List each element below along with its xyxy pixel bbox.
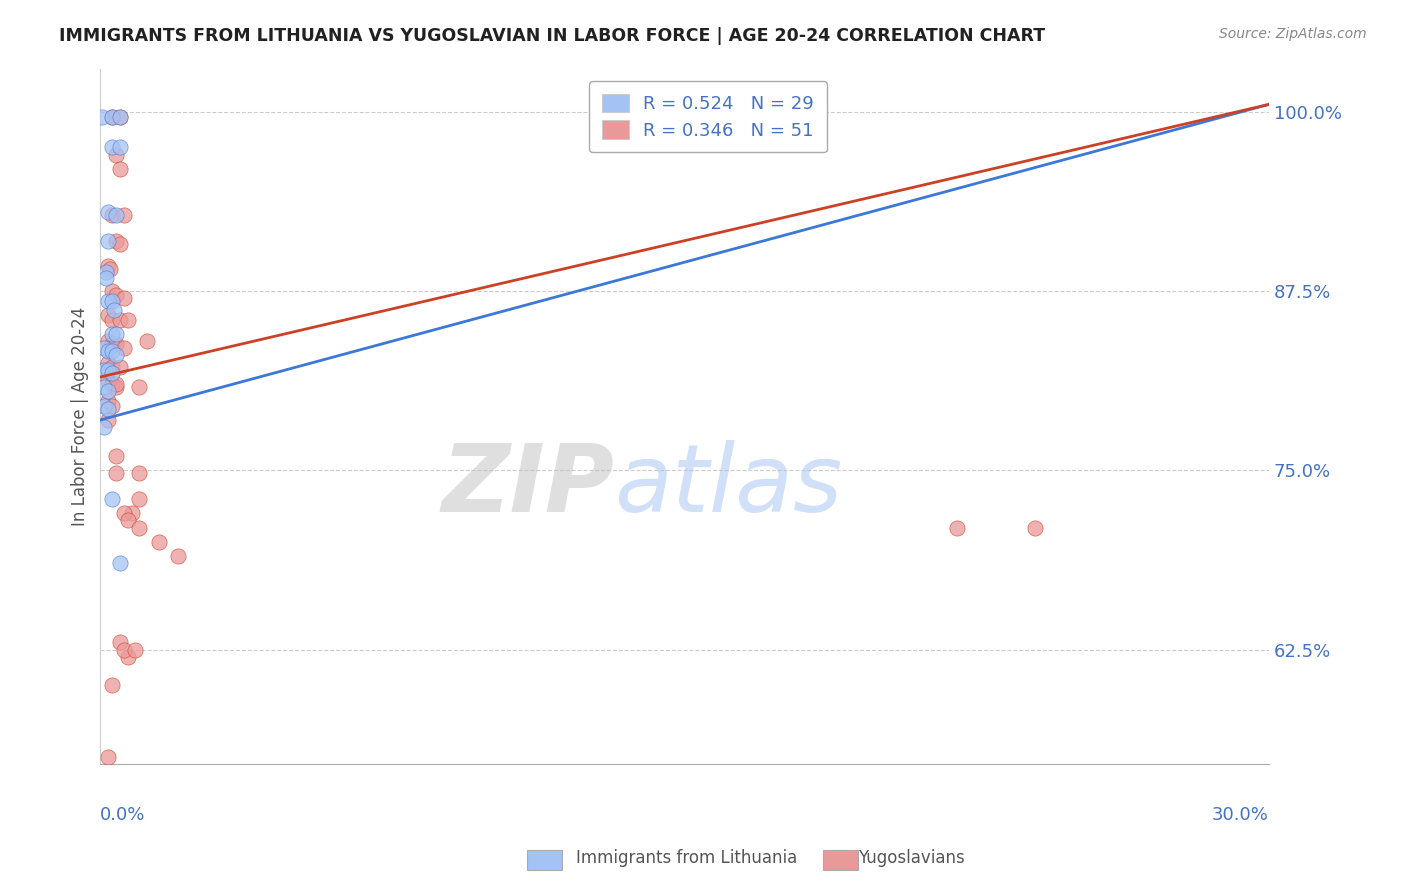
Point	[104, 348, 127, 362]
Point	[104, 466, 127, 480]
Text: Source: ZipAtlas.com: Source: ZipAtlas.com	[1219, 27, 1367, 41]
Y-axis label: In Labor Force | Age 20-24: In Labor Force | Age 20-24	[72, 307, 89, 526]
Point	[108, 635, 131, 649]
Point	[97, 344, 120, 359]
Point	[97, 413, 120, 427]
Point	[104, 449, 127, 463]
Text: 0.0%: 0.0%	[100, 806, 146, 824]
Point	[97, 293, 120, 308]
Point	[167, 549, 190, 564]
Point	[98, 262, 121, 277]
Point	[1024, 520, 1046, 534]
Point	[101, 337, 124, 351]
Point	[101, 110, 124, 124]
Point	[97, 356, 120, 370]
Point	[93, 380, 115, 394]
Point	[93, 399, 115, 413]
Point	[101, 284, 124, 298]
Point	[93, 363, 115, 377]
Point	[101, 110, 124, 124]
Point	[101, 344, 124, 359]
Point	[97, 234, 120, 248]
Point	[97, 401, 120, 416]
Point	[108, 110, 131, 124]
Point	[128, 466, 150, 480]
Point	[117, 649, 139, 664]
Point	[97, 363, 120, 377]
Point	[108, 236, 131, 251]
Point	[128, 380, 150, 394]
Point	[121, 506, 143, 520]
Point	[104, 147, 127, 161]
Text: ZIP: ZIP	[441, 440, 614, 532]
Point	[93, 420, 115, 434]
Point	[97, 308, 120, 322]
Point	[97, 384, 120, 399]
Point	[96, 265, 118, 279]
Point	[101, 399, 124, 413]
Point	[97, 750, 120, 764]
Point	[946, 520, 969, 534]
Point	[112, 506, 135, 520]
Point	[101, 326, 124, 341]
Point	[108, 140, 131, 154]
Text: Yugoslavians: Yugoslavians	[858, 849, 965, 867]
Point	[117, 513, 139, 527]
Point	[103, 302, 125, 317]
Text: Immigrants from Lithuania: Immigrants from Lithuania	[576, 849, 797, 867]
Text: IMMIGRANTS FROM LITHUANIA VS YUGOSLAVIAN IN LABOR FORCE | AGE 20-24 CORRELATION : IMMIGRANTS FROM LITHUANIA VS YUGOSLAVIAN…	[59, 27, 1045, 45]
Point	[148, 535, 170, 549]
Point	[108, 557, 131, 571]
Point	[101, 678, 124, 692]
Point	[112, 341, 135, 355]
Point	[104, 326, 127, 341]
Point	[117, 312, 139, 326]
Point	[96, 271, 118, 285]
Legend: R = 0.524   N = 29, R = 0.346   N = 51: R = 0.524 N = 29, R = 0.346 N = 51	[589, 81, 827, 153]
Point	[97, 205, 120, 219]
Point	[104, 288, 127, 302]
Point	[97, 334, 120, 348]
Point	[128, 520, 150, 534]
Point	[112, 208, 135, 222]
Text: atlas: atlas	[614, 441, 842, 532]
Point	[101, 312, 124, 326]
Point	[108, 161, 131, 176]
Point	[112, 642, 135, 657]
Point	[93, 341, 115, 355]
Point	[101, 377, 124, 392]
Point	[97, 394, 120, 409]
Point	[128, 491, 150, 506]
Point	[101, 208, 124, 222]
Point	[104, 380, 127, 394]
Point	[97, 374, 120, 388]
Point	[101, 366, 124, 380]
Point	[104, 337, 127, 351]
Point	[108, 312, 131, 326]
Point	[136, 334, 159, 348]
Point	[108, 110, 131, 124]
Point	[112, 291, 135, 305]
Point	[124, 642, 146, 657]
Text: 30.0%: 30.0%	[1212, 806, 1270, 824]
Point	[101, 293, 124, 308]
Point	[108, 359, 131, 374]
Point	[97, 260, 120, 274]
Point	[104, 208, 127, 222]
Point	[101, 491, 124, 506]
Point	[104, 377, 127, 392]
Point	[104, 234, 127, 248]
Point	[101, 140, 124, 154]
Point	[101, 359, 124, 374]
Point	[91, 110, 114, 124]
